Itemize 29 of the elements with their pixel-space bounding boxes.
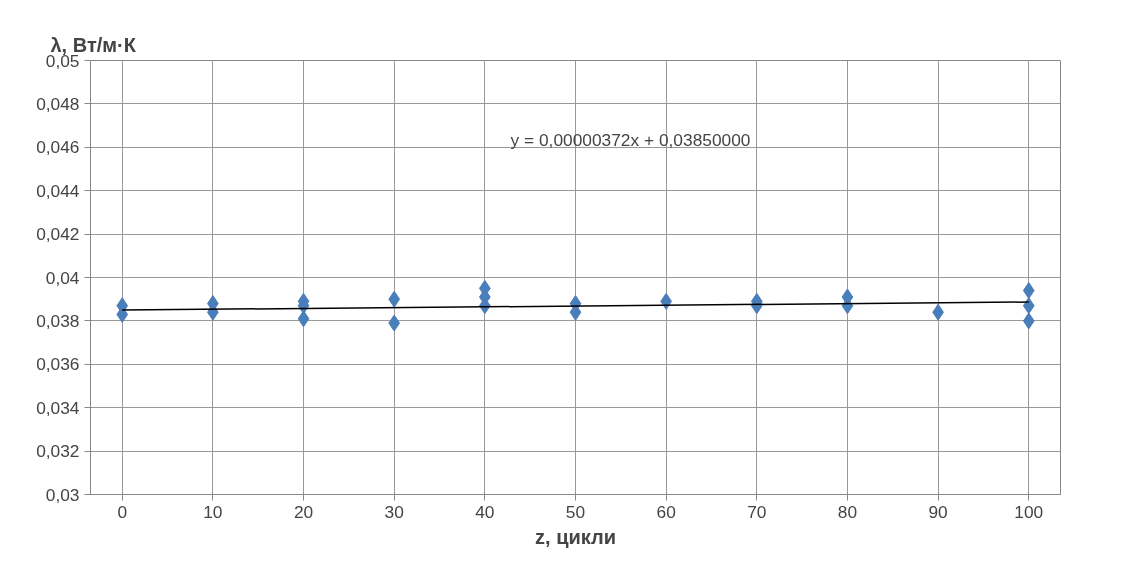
point (297, 310, 310, 328)
x-tick-label: 60 (656, 501, 676, 522)
y-tick-label: 0,034 (36, 397, 80, 418)
x-tick-label: 90 (928, 501, 948, 522)
x-tick-label: 0 (117, 501, 128, 522)
point (1022, 312, 1035, 330)
point (388, 314, 401, 332)
x-tick-label: 100 (1014, 501, 1044, 522)
x-tick-label: 50 (565, 501, 586, 522)
annotation: y = 0,00000372x + 0,03850000 (510, 129, 751, 150)
x-tick-label: 10 (203, 501, 223, 522)
y-tick-label: 0,04 (45, 267, 80, 288)
y-tick-label: 0,038 (36, 310, 80, 331)
x-tick-label: 70 (747, 501, 767, 522)
y-tick-label: 0,044 (36, 180, 80, 201)
x-axis-title: z, цикли (535, 525, 616, 548)
x-tick-label: 30 (384, 501, 404, 522)
y-tick-label: 0,032 (36, 441, 80, 462)
x-tick-label: 80 (837, 501, 858, 522)
y-tick-label: 0,03 (45, 484, 80, 505)
point (1022, 282, 1035, 300)
y-tick-label: 0,048 (36, 93, 80, 114)
x-tick-label: 40 (475, 501, 495, 522)
point (388, 290, 401, 308)
y-tick-label: 0,042 (36, 224, 80, 245)
y-tick-label: 0,046 (36, 137, 80, 158)
x-tick-label: 20 (293, 501, 314, 522)
y-tick-label: 0,036 (36, 354, 80, 375)
point (1022, 297, 1035, 315)
